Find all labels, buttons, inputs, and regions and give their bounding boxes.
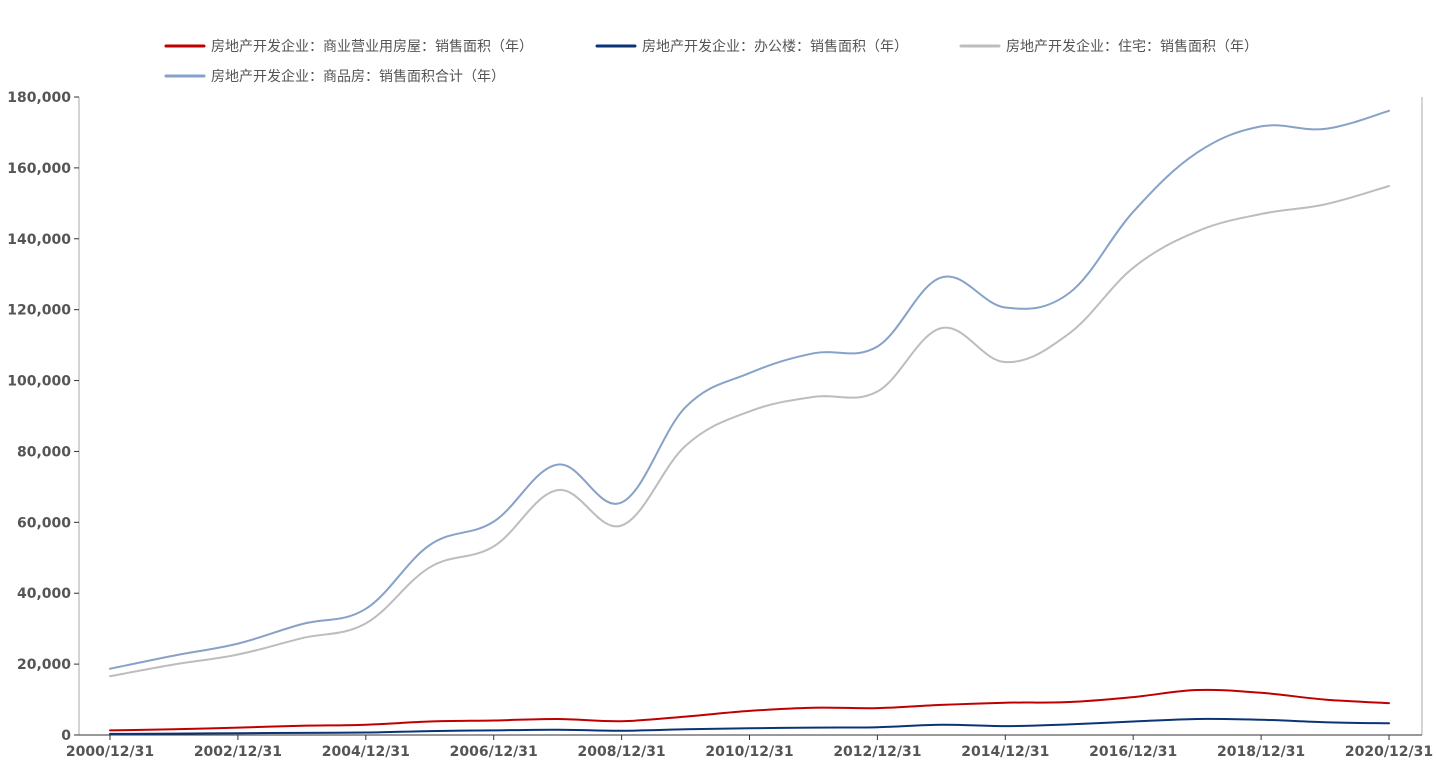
y-tick-label: 60,000 [17, 515, 71, 531]
legend-label: 房地产开发企业：商品房：销售面积合计（年） [211, 68, 505, 85]
series-line-4 [109, 109, 1390, 670]
y-tick-label: 80,000 [17, 444, 71, 460]
legend-label: 房地产开发企业：住宅：销售面积（年） [1006, 38, 1258, 55]
y-tick-label: 100,000 [7, 374, 71, 390]
y-tick-label: 40,000 [17, 586, 71, 602]
series-line-3 [109, 185, 1390, 678]
legend: 房地产开发企业：商业营业用房屋：销售面积（年） 房地产开发企业：办公楼：销售面积（… [164, 38, 1258, 85]
x-tick-label: 2006/12/31 [450, 744, 538, 760]
x-tick-label: 2012/12/31 [833, 744, 921, 760]
y-tick-label: 180,000 [7, 90, 71, 106]
series-lines [109, 109, 1390, 735]
x-tick-label: 2018/12/31 [1217, 744, 1305, 760]
x-tick-label: 2016/12/31 [1089, 744, 1177, 760]
x-tick-label: 2010/12/31 [705, 744, 793, 760]
ticks: 0 20,000 40,000 60,000 80,000 100,000 120,000 1… [7, 90, 1433, 760]
y-tick-label: 160,000 [7, 161, 71, 177]
y-tick-label: 140,000 [7, 232, 71, 248]
legend-label: 房地产开发企业：商业营业用房屋：销售面积（年） [211, 38, 533, 55]
x-tick-label: 2002/12/31 [194, 744, 282, 760]
series-line-2 [109, 717, 1390, 735]
x-tick-label: 2008/12/31 [578, 744, 666, 760]
x-tick-label: 2020/12/31 [1345, 744, 1433, 760]
series-line-1 [109, 688, 1390, 732]
y-tick-label: 0 [61, 728, 71, 744]
y-tick-label: 120,000 [7, 303, 71, 319]
x-tick-label: 2014/12/31 [961, 744, 1049, 760]
x-tick-label: 2000/12/31 [66, 744, 154, 760]
y-tick-label: 20,000 [17, 657, 71, 673]
x-tick-label: 2004/12/31 [322, 744, 410, 760]
legend-label: 房地产开发企业：办公楼：销售面积（年） [642, 38, 908, 55]
axes [78, 97, 1423, 736]
